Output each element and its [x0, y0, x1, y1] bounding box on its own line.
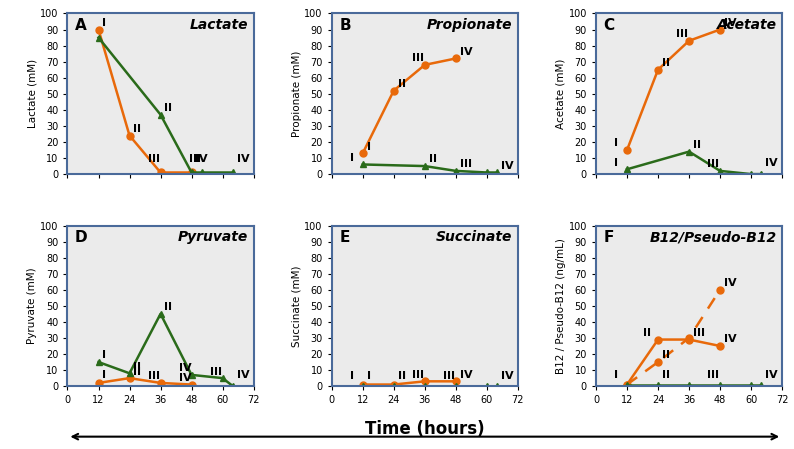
Text: Succinate: Succinate: [436, 230, 512, 244]
Text: Time (hours): Time (hours): [365, 420, 484, 438]
Text: IV: IV: [237, 370, 249, 380]
Text: II: II: [133, 362, 141, 372]
Text: II: II: [693, 140, 701, 150]
Text: III: III: [707, 370, 719, 380]
Text: I: I: [614, 370, 618, 380]
Text: Propionate: Propionate: [426, 18, 512, 32]
Text: D: D: [75, 230, 87, 245]
Text: I: I: [102, 18, 106, 28]
Text: Lactate: Lactate: [190, 18, 248, 32]
Text: I: I: [102, 370, 106, 380]
Text: II: II: [133, 366, 141, 377]
Text: II: II: [398, 371, 406, 381]
Text: III: III: [412, 370, 424, 380]
Y-axis label: Succinate (mM): Succinate (mM): [291, 265, 302, 347]
Text: III: III: [189, 154, 201, 164]
Text: I: I: [367, 141, 371, 152]
Text: III: III: [412, 53, 424, 63]
Y-axis label: Propionate (mM): Propionate (mM): [291, 51, 302, 137]
Text: II: II: [662, 350, 670, 361]
Text: II: II: [662, 58, 670, 68]
Text: IV: IV: [724, 278, 737, 288]
Y-axis label: B12 / Pseudo-B12 (ng/mL): B12 / Pseudo-B12 (ng/mL): [556, 238, 566, 374]
Text: IV: IV: [724, 335, 737, 344]
Text: III: III: [148, 154, 160, 164]
Text: III: III: [676, 29, 688, 39]
Text: II: II: [133, 124, 141, 134]
Text: IV: IV: [179, 363, 191, 373]
Text: IV: IV: [460, 370, 472, 380]
Y-axis label: Pyruvate (mM): Pyruvate (mM): [27, 268, 37, 344]
Text: II: II: [398, 79, 406, 89]
Text: II: II: [398, 371, 406, 381]
Text: B: B: [339, 18, 351, 33]
Text: II: II: [662, 370, 670, 380]
Text: Pyruvate: Pyruvate: [178, 230, 248, 244]
Text: II: II: [642, 328, 650, 338]
Text: I: I: [102, 350, 106, 361]
Text: IV: IV: [460, 47, 472, 57]
Text: E: E: [339, 230, 349, 245]
Text: Acetate: Acetate: [716, 18, 777, 32]
Text: I: I: [350, 371, 354, 381]
Text: IV: IV: [724, 18, 737, 28]
Text: I: I: [350, 153, 354, 163]
Text: I: I: [367, 371, 371, 381]
Text: A: A: [75, 18, 87, 33]
Text: III: III: [460, 159, 472, 169]
Text: III: III: [443, 371, 455, 381]
Y-axis label: Acetate (mM): Acetate (mM): [556, 59, 566, 129]
Text: C: C: [603, 18, 615, 33]
Text: IV: IV: [195, 154, 208, 164]
Text: III: III: [693, 328, 705, 338]
Text: IV: IV: [501, 161, 514, 171]
Text: B12/Pseudo-B12: B12/Pseudo-B12: [649, 230, 777, 244]
Text: III: III: [210, 366, 222, 377]
Text: IV: IV: [765, 158, 778, 167]
Text: IV: IV: [237, 154, 249, 164]
Text: IV: IV: [765, 370, 778, 380]
Text: IV: IV: [501, 371, 514, 381]
Text: II: II: [164, 302, 172, 312]
Text: I: I: [614, 138, 618, 149]
Text: II: II: [429, 154, 437, 164]
Text: I: I: [614, 158, 618, 167]
Text: III: III: [148, 371, 160, 381]
Text: I: I: [614, 370, 618, 380]
Text: F: F: [603, 230, 614, 245]
Text: II: II: [164, 103, 172, 113]
Text: III: III: [707, 159, 719, 169]
Y-axis label: Lactate (mM): Lactate (mM): [27, 59, 37, 128]
Text: IV: IV: [179, 373, 191, 383]
